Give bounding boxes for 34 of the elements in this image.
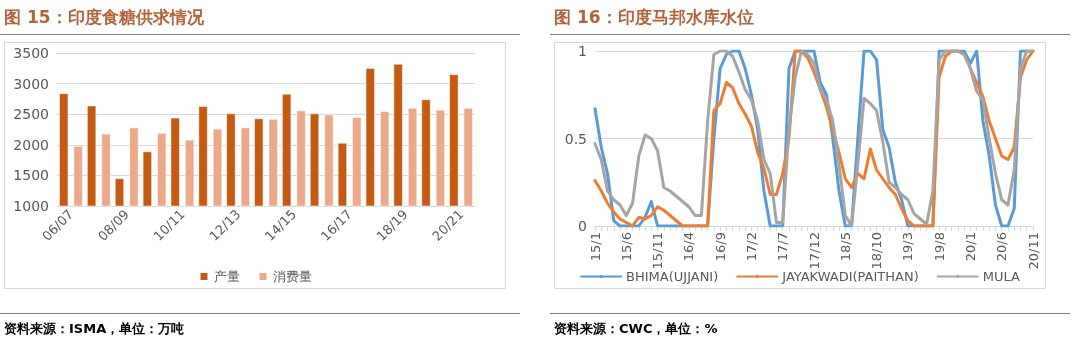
x-tick-label: 20/11 xyxy=(1025,232,1041,270)
x-tick-label: 18/5 xyxy=(837,232,853,262)
x-tick-label: 16/9 xyxy=(712,232,728,262)
y-tick-label: 2000 xyxy=(13,136,49,153)
x-tick-label: 19/3 xyxy=(900,232,916,262)
legend-label: 产量 xyxy=(213,269,240,284)
x-tick-label: 20/1 xyxy=(962,232,978,262)
x-tick-label: 19/8 xyxy=(931,232,947,262)
y-tick-label: 1000 xyxy=(13,198,49,214)
y-tick-label: 0 xyxy=(578,218,587,234)
text: 资料来源：ISMA，单位：万吨 xyxy=(4,321,185,336)
chart-title: 图 16：印度马邦水库水位 xyxy=(550,0,1070,35)
x-tick-label: 15/11 xyxy=(650,232,666,270)
y-tick-label: 2500 xyxy=(13,106,49,123)
legend-label: MULA xyxy=(982,269,1021,284)
x-tick-label: 17/2 xyxy=(743,232,759,262)
y-tick-label: 1 xyxy=(578,43,587,59)
x-tick-label: 16/4 xyxy=(681,232,697,262)
legend-label: BHIMA(UJJANI) xyxy=(626,269,719,284)
legend-label: 消费量 xyxy=(272,269,312,284)
x-tick-label: 17/12 xyxy=(806,232,822,270)
legend-label: JAYAKWADI(PAITHAN) xyxy=(781,269,919,284)
chart-title: 图 15：印度食糖供求情况 xyxy=(0,0,520,35)
line-series xyxy=(593,49,1035,228)
y-tick-label: 1500 xyxy=(13,167,49,184)
x-tick-label: 20/6 xyxy=(994,232,1010,262)
y-tick-label: 0.5 xyxy=(564,130,587,147)
text: 资料来源：CWC，单位：% xyxy=(554,321,718,336)
x-tick-label: 17/7 xyxy=(775,232,791,262)
y-tick-label: 3000 xyxy=(13,75,49,92)
x-tick-label: 15/1 xyxy=(587,232,603,262)
y-tick-label: 3500 xyxy=(13,45,49,61)
x-tick-label: 18/10 xyxy=(869,232,885,270)
x-tick-label: 15/6 xyxy=(618,232,634,262)
